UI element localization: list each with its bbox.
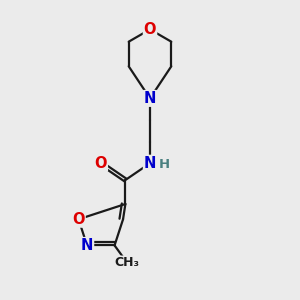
Text: O: O [144,22,156,37]
Text: N: N [144,156,156,171]
Text: N: N [144,91,156,106]
Text: O: O [94,156,107,171]
Text: O: O [72,212,85,227]
Text: H: H [159,158,170,171]
Text: N: N [81,238,93,253]
Text: CH₃: CH₃ [115,256,140,269]
